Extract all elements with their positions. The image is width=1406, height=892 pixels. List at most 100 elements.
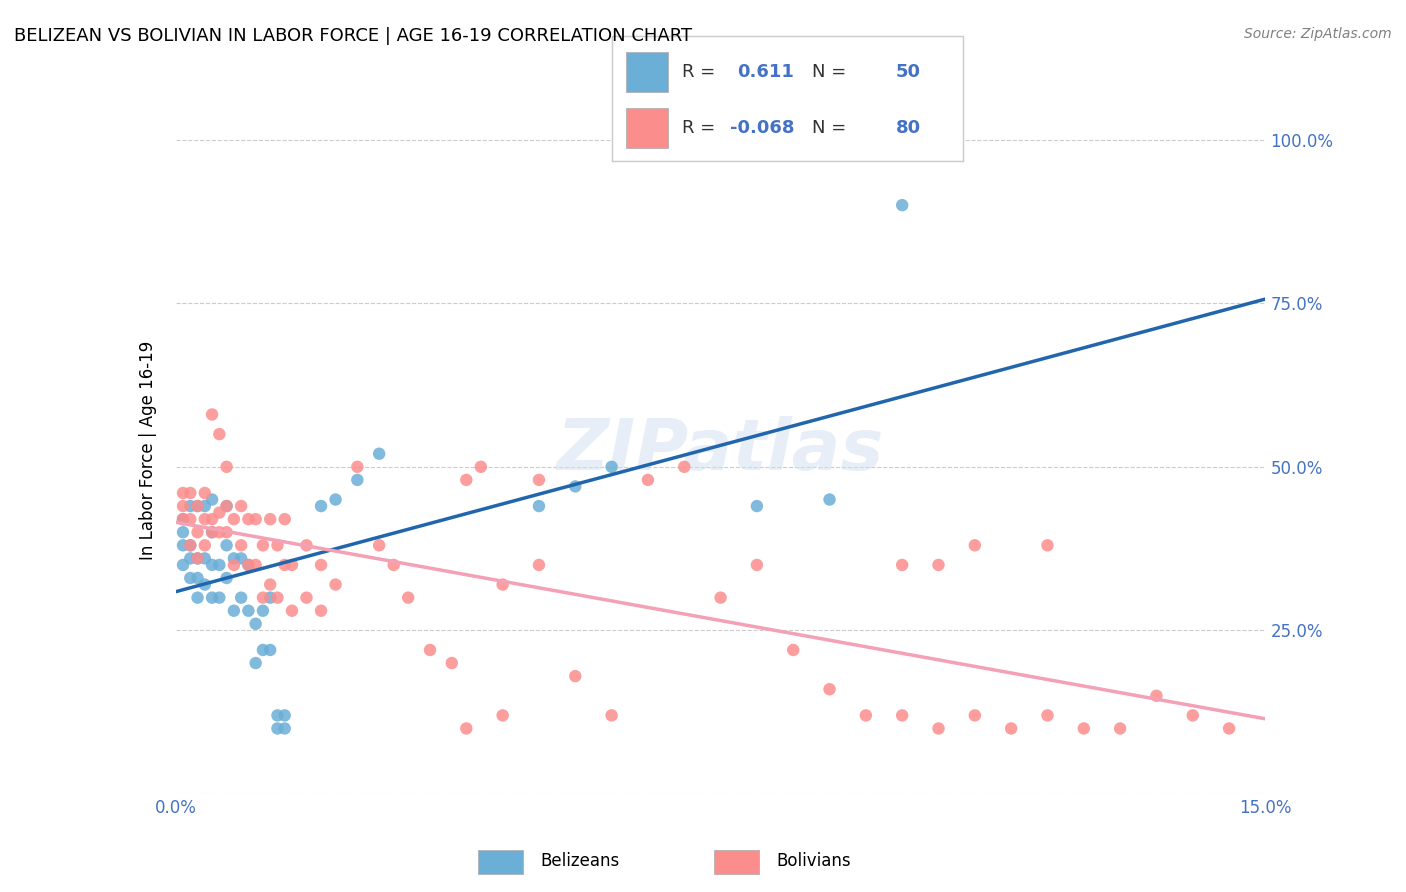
Point (201, 512, 224, 526)
Point (186, 571, 209, 585)
Point (745, 558, 768, 572)
Point (201, 525, 224, 540)
FancyBboxPatch shape (626, 108, 668, 148)
Point (274, 708, 297, 723)
Point (259, 512, 281, 526)
Point (600, 459, 623, 474)
Text: 80: 80 (896, 120, 921, 137)
Text: 0.611: 0.611 (738, 63, 794, 81)
Point (259, 591, 281, 605)
Point (274, 512, 297, 526)
Point (194, 499, 217, 513)
Point (309, 558, 332, 572)
Text: 50: 50 (896, 63, 921, 81)
Point (186, 551, 209, 566)
Point (245, 656, 267, 670)
Point (1036, 708, 1059, 723)
Point (222, 604, 245, 618)
Point (238, 512, 260, 526)
Point (891, 708, 914, 723)
Point (172, 486, 194, 500)
Point (456, 722, 478, 736)
Point (186, 591, 209, 605)
Point (252, 604, 274, 618)
Point (215, 525, 238, 540)
Point (527, 558, 550, 572)
Point (231, 591, 253, 605)
Point (238, 558, 260, 572)
Point (245, 616, 267, 631)
Point (818, 492, 841, 507)
Point (673, 459, 696, 474)
Point (252, 591, 274, 605)
Point (492, 577, 515, 591)
Point (172, 538, 194, 552)
Point (172, 512, 194, 526)
Point (215, 499, 238, 513)
Point (208, 506, 231, 520)
Point (346, 459, 368, 474)
Point (222, 551, 245, 566)
Point (527, 499, 550, 513)
Point (440, 656, 463, 670)
Point (266, 538, 288, 552)
Point (194, 512, 217, 526)
Text: Belizeans: Belizeans (540, 852, 619, 870)
Point (186, 499, 209, 513)
Point (928, 722, 950, 736)
Point (600, 708, 623, 723)
Point (172, 558, 194, 572)
Point (637, 473, 659, 487)
Point (231, 499, 253, 513)
Y-axis label: In Labor Force | Age 16-19: In Labor Force | Age 16-19 (139, 341, 157, 560)
Point (172, 512, 194, 526)
Point (231, 538, 253, 552)
Point (179, 538, 201, 552)
Point (186, 499, 209, 513)
Point (172, 525, 194, 540)
Text: N =: N = (813, 63, 846, 81)
Point (710, 591, 733, 605)
Text: ZIPatlas: ZIPatlas (557, 416, 884, 485)
Point (818, 682, 841, 697)
Text: N =: N = (813, 120, 846, 137)
Point (928, 558, 950, 572)
Point (245, 558, 267, 572)
Text: Bolivians: Bolivians (776, 852, 851, 870)
Point (208, 558, 231, 572)
Point (194, 486, 217, 500)
Point (201, 591, 224, 605)
Point (201, 492, 224, 507)
Point (238, 558, 260, 572)
Text: R =: R = (682, 63, 716, 81)
Point (325, 577, 347, 591)
Point (208, 427, 231, 442)
Point (963, 708, 986, 723)
Point (745, 499, 768, 513)
Point (419, 643, 441, 657)
Point (201, 525, 224, 540)
Point (1218, 722, 1240, 736)
Point (215, 571, 238, 585)
Point (194, 538, 217, 552)
Point (252, 538, 274, 552)
Point (1109, 722, 1132, 736)
Text: -0.068: -0.068 (730, 120, 794, 137)
Point (782, 643, 804, 657)
Point (1146, 689, 1168, 703)
Point (346, 473, 368, 487)
Point (179, 486, 201, 500)
Point (259, 577, 281, 591)
Point (564, 669, 586, 683)
Point (309, 499, 332, 513)
Point (295, 538, 318, 552)
Point (179, 538, 201, 552)
Point (215, 499, 238, 513)
Point (179, 512, 201, 526)
Point (492, 708, 515, 723)
Point (470, 459, 492, 474)
Point (527, 473, 550, 487)
Point (259, 643, 281, 657)
Point (208, 525, 231, 540)
Point (252, 643, 274, 657)
